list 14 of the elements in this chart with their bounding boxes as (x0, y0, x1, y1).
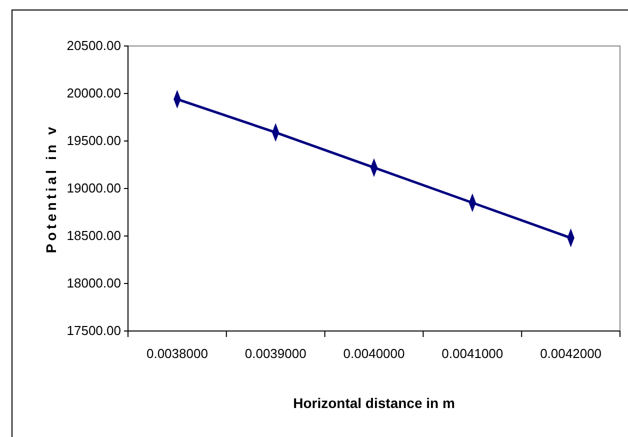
x-axis-title: Horizontal distance in m (293, 395, 455, 411)
y-axis-title: Potential in v (43, 124, 59, 254)
x-tick-label: 0.0038000 (146, 346, 208, 362)
x-tick-label: 0.0042000 (540, 346, 602, 362)
y-tick-label: 18500.00 (66, 228, 121, 244)
x-tick-label: 0.0040000 (343, 346, 405, 362)
y-tick-label: 19500.00 (66, 133, 121, 148)
y-tick-label: 20500.00 (66, 38, 121, 54)
x-tick-label: 0.0041000 (442, 346, 504, 362)
y-tick-label: 20000.00 (66, 86, 121, 101)
y-tick-label: 18000.00 (66, 276, 121, 291)
y-tick-label: 19000.00 (66, 180, 121, 196)
x-tick-label: 0.0039000 (244, 346, 306, 362)
y-tick-label: 17500.00 (66, 323, 121, 338)
